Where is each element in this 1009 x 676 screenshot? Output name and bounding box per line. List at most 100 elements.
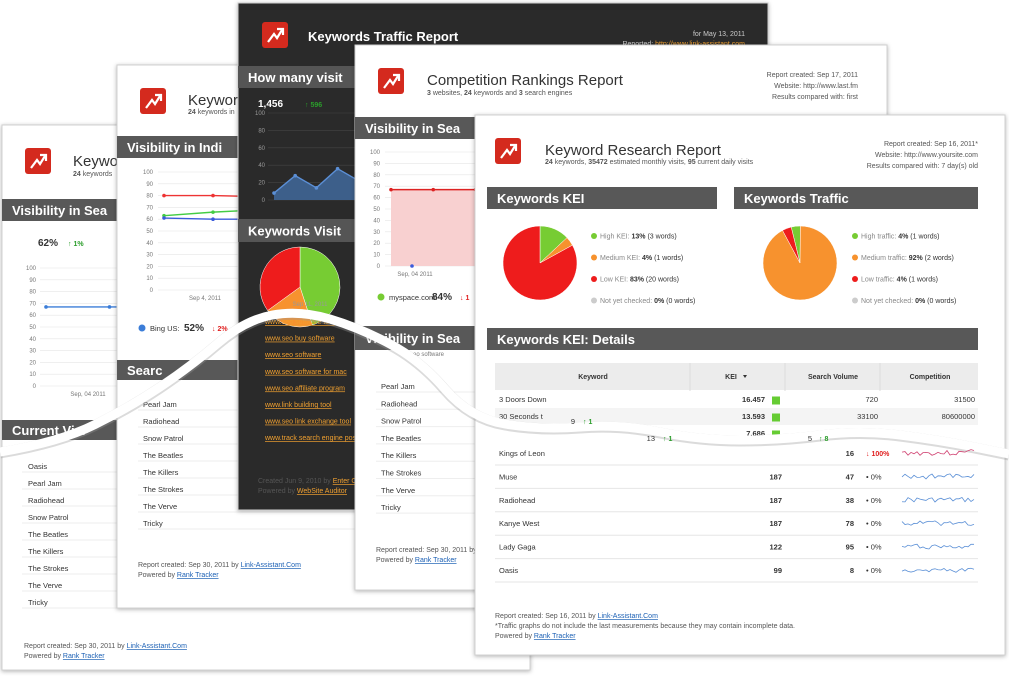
point [44, 305, 48, 309]
row-label: The Strokes [28, 564, 69, 573]
position-change: ↑ 8 [819, 436, 828, 443]
text-part: (0 words) [925, 298, 956, 305]
row-label: The Verve [381, 486, 415, 495]
y-tick-label: 50 [29, 325, 36, 331]
subtitle: 3 websites, 24 keywords and 3 search eng… [427, 90, 573, 97]
position-change: • 0% [866, 472, 882, 481]
subtitle: 24 keywords in [188, 109, 235, 116]
point [314, 186, 319, 190]
footer-note: *Traffic graphs do not include the last … [495, 623, 795, 630]
link[interactable]: www.seo software [264, 352, 322, 359]
footer-link[interactable]: Link-Assistant.Com [127, 643, 187, 650]
text-part: Powered by [24, 653, 63, 660]
text-part: 24 [73, 171, 81, 178]
y-tick-label: 50 [146, 229, 153, 235]
section-title: Keywords KEI: Details [497, 332, 635, 347]
legend-dot [138, 324, 146, 332]
footer-link[interactable]: Enter Comp [333, 478, 370, 485]
section-bar [487, 328, 978, 350]
pie-slice [259, 246, 301, 311]
footer-link[interactable]: Link-Assistant.Com [241, 562, 301, 569]
text-part: (1 words) [652, 255, 683, 262]
position-change: • 0% [866, 543, 882, 552]
subtitle: 24 keywords [73, 171, 113, 178]
link[interactable]: www.seo software for mac [264, 369, 347, 376]
visits: 99 [774, 566, 782, 575]
text-part: estimated monthly visits, [608, 159, 688, 166]
text-part: 0% [654, 298, 665, 305]
y-tick-label: 100 [143, 170, 154, 176]
row-bg [495, 408, 978, 425]
meta: Results compared with: 7 day(s) old [867, 163, 978, 170]
competition: 80600000 [942, 412, 975, 421]
y-tick-label: 40 [29, 337, 36, 343]
competition: 31500 [954, 395, 975, 404]
link[interactable]: www.seo affiliate program [264, 385, 345, 392]
text-part: current daily visits [696, 159, 754, 166]
footer-link[interactable]: Rank Tracker [63, 653, 105, 660]
link[interactable]: www.link building tool [264, 402, 332, 409]
text-part: (2 words) [923, 255, 954, 262]
area [274, 168, 380, 200]
logo-arrow [30, 155, 46, 169]
table-header [495, 363, 978, 390]
footer-link[interactable]: WebSite Auditor [297, 488, 348, 495]
y-tick-label: 100 [26, 266, 37, 272]
footer-link[interactable]: Link-Assistant.Com [598, 613, 658, 620]
column-header: Search Volume [808, 374, 858, 381]
keyword: Kings of Leon [499, 449, 545, 458]
point [389, 187, 393, 192]
pie-slice [502, 225, 578, 301]
row-label: The Verve [28, 581, 62, 590]
text-part: search engines [523, 90, 573, 97]
text-part: Not yet checked: [861, 298, 915, 305]
footer-link[interactable]: Rank Tracker [415, 557, 457, 564]
label: Bing US: [150, 324, 182, 333]
y-tick-label: 10 [373, 253, 380, 259]
text-part: High KEI: [600, 234, 632, 241]
row-label: Snow Patrol [28, 513, 69, 522]
text-part: (1 words) [907, 277, 938, 284]
text-part: 24 [188, 109, 196, 116]
section-title: Searc [127, 363, 162, 378]
y-tick-label: 80 [146, 194, 153, 200]
y-tick-label: 60 [258, 146, 265, 152]
footer-link[interactable]: Rank Tracker [177, 572, 219, 579]
position-change: ↓ 100% [866, 451, 890, 458]
text-part: 35472 [588, 159, 608, 166]
link[interactable]: www.seo buy software [264, 336, 335, 343]
x-label: Sep, 04 2011 [397, 272, 433, 278]
visits: 187 [769, 519, 782, 528]
link[interactable]: www.seo software tool [264, 319, 335, 326]
text-part: Powered by [138, 572, 177, 579]
legend-dot [591, 276, 597, 282]
text-part: keywords in [196, 109, 235, 116]
label: Keywords Traffic Report [308, 29, 459, 44]
legend-entry: High KEI: 13% (3 words) [600, 234, 677, 241]
section-bar [487, 187, 717, 209]
point [410, 264, 414, 268]
y-tick-label: 60 [29, 313, 36, 319]
logo-arrow-head [510, 143, 518, 151]
text-part: Powered by [376, 557, 415, 564]
row-label: Tricky [381, 503, 401, 512]
visits: 122 [769, 543, 782, 552]
keyword: Radiohead [499, 496, 535, 505]
x-label: Sep 4, 2011 [189, 296, 222, 302]
link[interactable]: www.track search engine posi [264, 435, 358, 442]
footer-line: Powered by Rank Tracker [138, 572, 219, 579]
point [211, 210, 215, 214]
position-change: ↑ 1 [583, 419, 592, 426]
logo-arrow [145, 95, 161, 109]
row-label: Snow Patrol [381, 417, 422, 426]
text-part: 3 [427, 90, 431, 97]
row-label: The Strokes [143, 485, 184, 494]
y-tick-label: 30 [146, 253, 153, 259]
meta: Report created: Sep 16, 2011* [884, 141, 978, 148]
footer-link[interactable]: Rank Tracker [534, 633, 576, 640]
logo-arrow-head [393, 73, 401, 81]
text-part: Medium traffic: [861, 255, 909, 262]
y-tick-label: 80 [29, 290, 36, 296]
link[interactable]: www.seo link exchange tool [264, 419, 351, 426]
kei-value: 16.457 [742, 395, 765, 404]
